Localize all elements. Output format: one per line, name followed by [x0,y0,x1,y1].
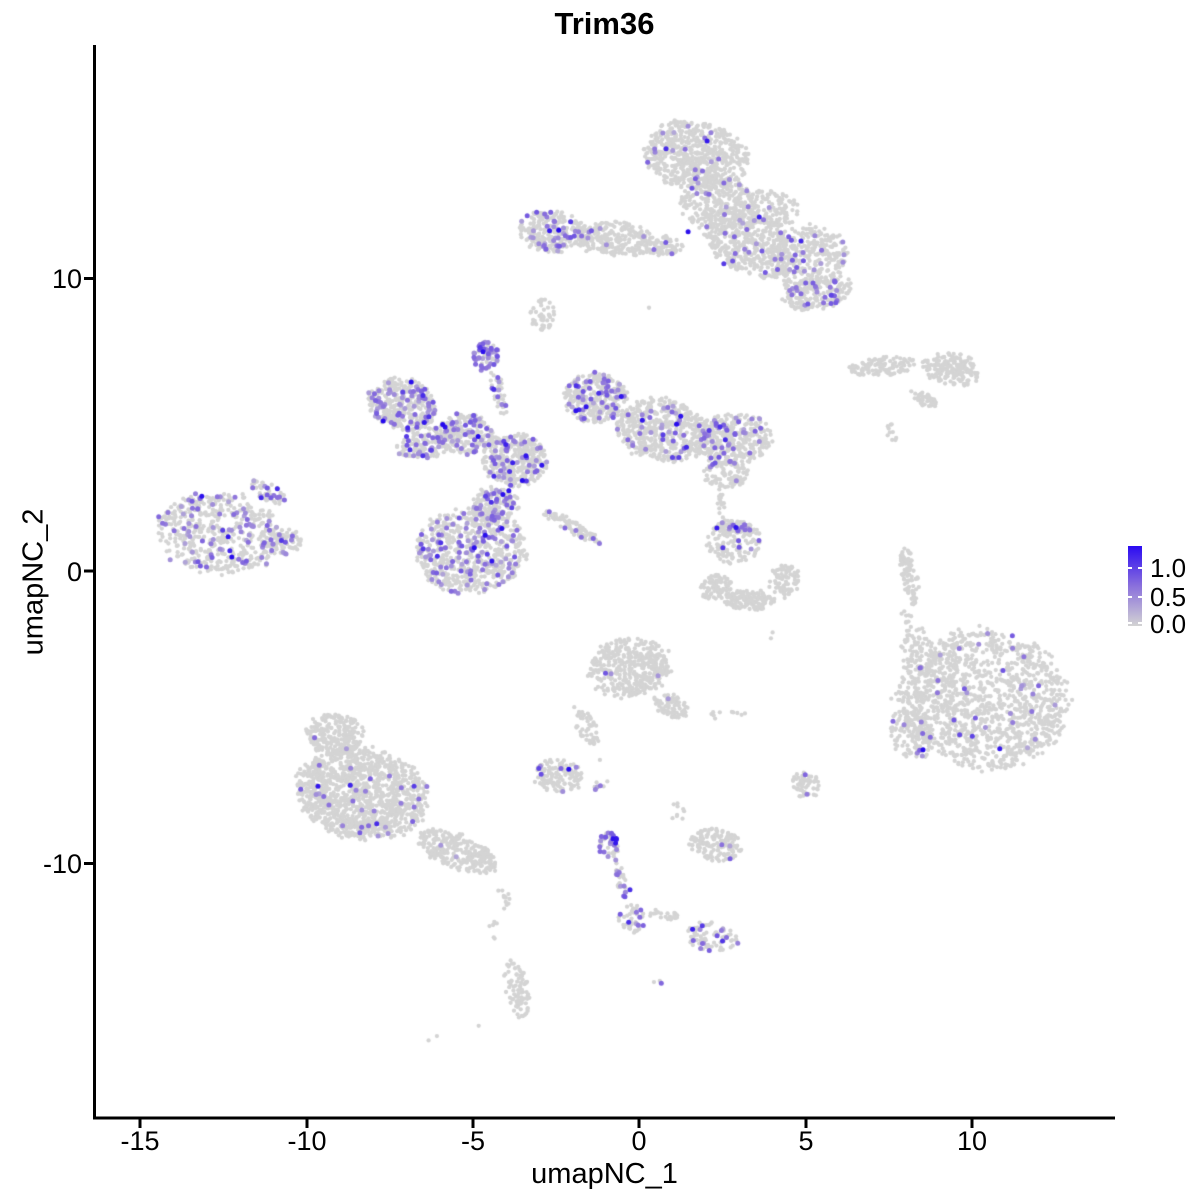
y-tick-marks [84,277,94,865]
x-tick-label: 10 [956,1126,988,1156]
x-tick-label: 5 [798,1126,814,1156]
legend-tick [1138,567,1142,569]
legend-gradient-bar [1128,546,1142,626]
x-tick-label: -10 [287,1126,327,1156]
legend-tick [1128,596,1132,598]
legend-label-high: 1.0 [1150,553,1187,583]
plot-title: Trim36 [554,6,655,41]
x-tick-label: 0 [631,1126,647,1156]
x-tick-label: -5 [460,1126,485,1156]
y-axis-title: umapNC_2 [17,508,50,656]
x-tick-marks [138,1118,974,1128]
legend-tick [1128,622,1132,624]
legend-tick [1138,596,1142,598]
x-axis-title: umapNC_1 [531,1158,678,1190]
y-tick-label: -10 [42,849,82,879]
legend-tick [1128,567,1132,569]
y-tick-label: 10 [51,264,82,294]
legend-label-mid: 0.5 [1150,582,1187,612]
umap-scatter-canvas [94,45,1115,1118]
legend-label-low: 0.0 [1150,609,1187,639]
y-tick-label: 0 [66,557,82,587]
x-tick-label: -15 [120,1126,160,1156]
legend-tick [1138,622,1142,624]
